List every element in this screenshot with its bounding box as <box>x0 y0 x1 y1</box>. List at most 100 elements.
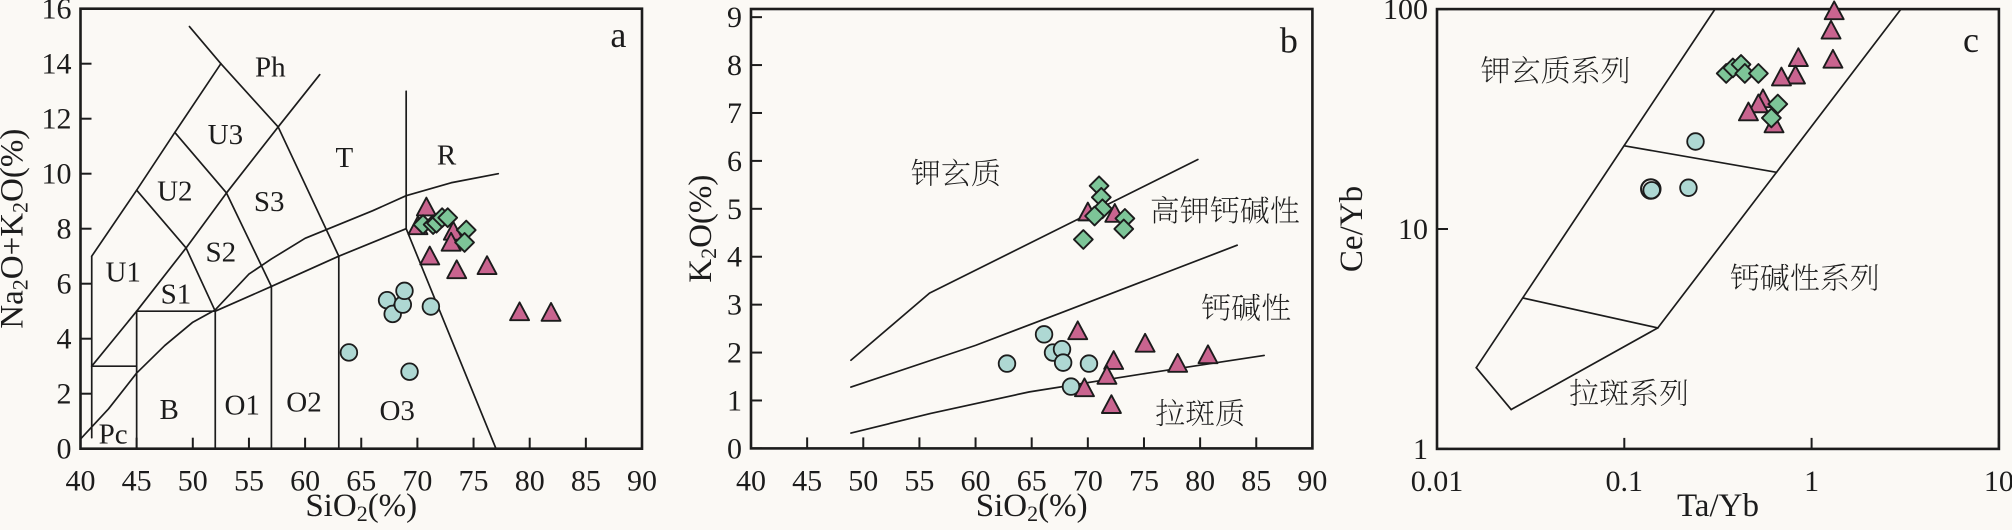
field-boundary-line <box>1522 297 1659 329</box>
cjk-char <box>1271 196 1299 224</box>
cjk-char <box>911 158 940 187</box>
text-segment: 55 <box>234 465 264 498</box>
field-boundary-line <box>1656 8 1902 329</box>
field-boundary-line <box>1475 366 1513 411</box>
y-tick-label: 0 <box>57 433 72 466</box>
x-tick-label: 70 <box>1073 464 1103 497</box>
text-segment: 7 <box>727 97 742 130</box>
y-tick-label: 1 <box>727 384 742 417</box>
cjk-char <box>942 158 970 187</box>
data-point-triangle <box>1134 332 1156 353</box>
text-segment: Ph <box>255 51 286 83</box>
text-segment: B <box>160 394 179 426</box>
plot-frame <box>79 7 644 450</box>
text-segment: 45 <box>792 464 822 497</box>
text-segment: U1 <box>105 256 140 288</box>
data-point-triangle <box>1787 47 1809 68</box>
data-point-triangle <box>1737 101 1759 122</box>
text-segment: 10 <box>42 158 72 191</box>
data-point-circle <box>1061 377 1081 396</box>
text-segment: O+K <box>0 213 31 279</box>
text-segment: b <box>1280 21 1298 61</box>
cjk-char <box>1186 399 1214 427</box>
text-segment: 0.1 <box>1606 465 1644 498</box>
field-label: R <box>437 139 457 171</box>
field-label-cjk <box>1156 398 1244 427</box>
field-label: O3 <box>379 395 414 427</box>
data-point-triangle <box>1100 394 1122 414</box>
data-point-triangle <box>1103 350 1125 370</box>
text-segment: 0 <box>727 432 742 465</box>
plot-frame <box>749 7 1314 450</box>
cjk-char <box>1600 379 1628 406</box>
field-boundary-line <box>90 62 222 258</box>
y-tick-label: 16 <box>42 0 72 26</box>
x-tick-label: 65 <box>1017 464 1047 497</box>
text-segment: 50 <box>848 464 878 497</box>
cjk-char <box>1151 195 1179 224</box>
y-tick-label: 6 <box>57 268 72 301</box>
text-segment: 2 <box>7 202 32 213</box>
data-point-triangle <box>419 245 441 266</box>
field-boundary-line <box>850 244 1239 388</box>
data-point-circle <box>1679 178 1698 197</box>
field-boundary-line <box>188 25 222 65</box>
text-segment: O2 <box>286 386 321 418</box>
text-segment: 40 <box>736 464 766 497</box>
data-point-triangle <box>1167 353 1189 373</box>
cjk-char <box>1730 263 1759 291</box>
data-point-circle <box>1079 354 1099 373</box>
text-segment: 65 <box>1017 464 1047 497</box>
x-tick-label: 50 <box>848 464 878 497</box>
y-tick-label: 7 <box>727 97 742 130</box>
data-point-circle <box>1053 353 1073 372</box>
field-boundary-line <box>1623 144 1778 174</box>
field-boundary-line <box>185 192 228 249</box>
field-boundary-line <box>135 189 187 249</box>
text-segment: 0.01 <box>1411 465 1464 498</box>
text-segment: 14 <box>42 48 72 81</box>
x-tick-label: 85 <box>1241 464 1271 497</box>
text-segment: 45 <box>122 465 152 498</box>
panel-a-tas-diagram: 40 45 50 55 60 65 70 75 80 85 900246810121416SiO2(… <box>0 0 657 526</box>
field-boundary-line <box>277 73 321 128</box>
text-segment: 75 <box>459 465 489 498</box>
series-circle <box>339 281 441 381</box>
cjk-char <box>1481 56 1510 84</box>
text-segment: 75 <box>1129 464 1159 497</box>
data-point-circle <box>1034 325 1054 344</box>
text-segment: S3 <box>254 186 285 218</box>
text-segment: c <box>1963 20 1979 60</box>
field-label: U2 <box>157 175 192 207</box>
y-tick-label: 14 <box>42 48 72 81</box>
data-point-diamond <box>1084 205 1105 227</box>
text-segment: 70 <box>1073 464 1103 497</box>
text-segment: 10 <box>1398 213 1428 246</box>
text-segment: 6 <box>57 268 72 301</box>
cjk-char <box>1262 293 1291 321</box>
data-point-circle <box>421 297 441 316</box>
data-point-triangle <box>540 302 562 322</box>
data-point-triangle <box>446 259 468 280</box>
y-tick-label: 2 <box>727 337 742 370</box>
x-tick-label: 90 <box>1297 464 1327 497</box>
text-segment: T <box>336 142 354 174</box>
series-triangle <box>1737 0 1845 134</box>
data-point-triangle <box>1067 320 1089 341</box>
field-boundary-line <box>405 227 497 450</box>
text-segment: 1 <box>1413 433 1428 466</box>
text-segment: U3 <box>208 119 243 151</box>
field-boundary-line <box>850 158 1199 362</box>
field-label: B <box>160 394 179 426</box>
text-segment: 1 <box>727 384 742 417</box>
text-segment: 100 <box>1383 0 1428 26</box>
text-segment: (%) <box>1038 488 1087 524</box>
text-segment: (%) <box>368 488 417 524</box>
data-point-triangle <box>1820 19 1842 40</box>
text-segment: 40 <box>66 465 96 498</box>
data-point-circle <box>1686 132 1705 151</box>
y-axis-title: Na2O+K2O(%) <box>0 129 32 329</box>
data-point-triangle <box>509 301 531 322</box>
text-segment: 90 <box>627 465 657 498</box>
